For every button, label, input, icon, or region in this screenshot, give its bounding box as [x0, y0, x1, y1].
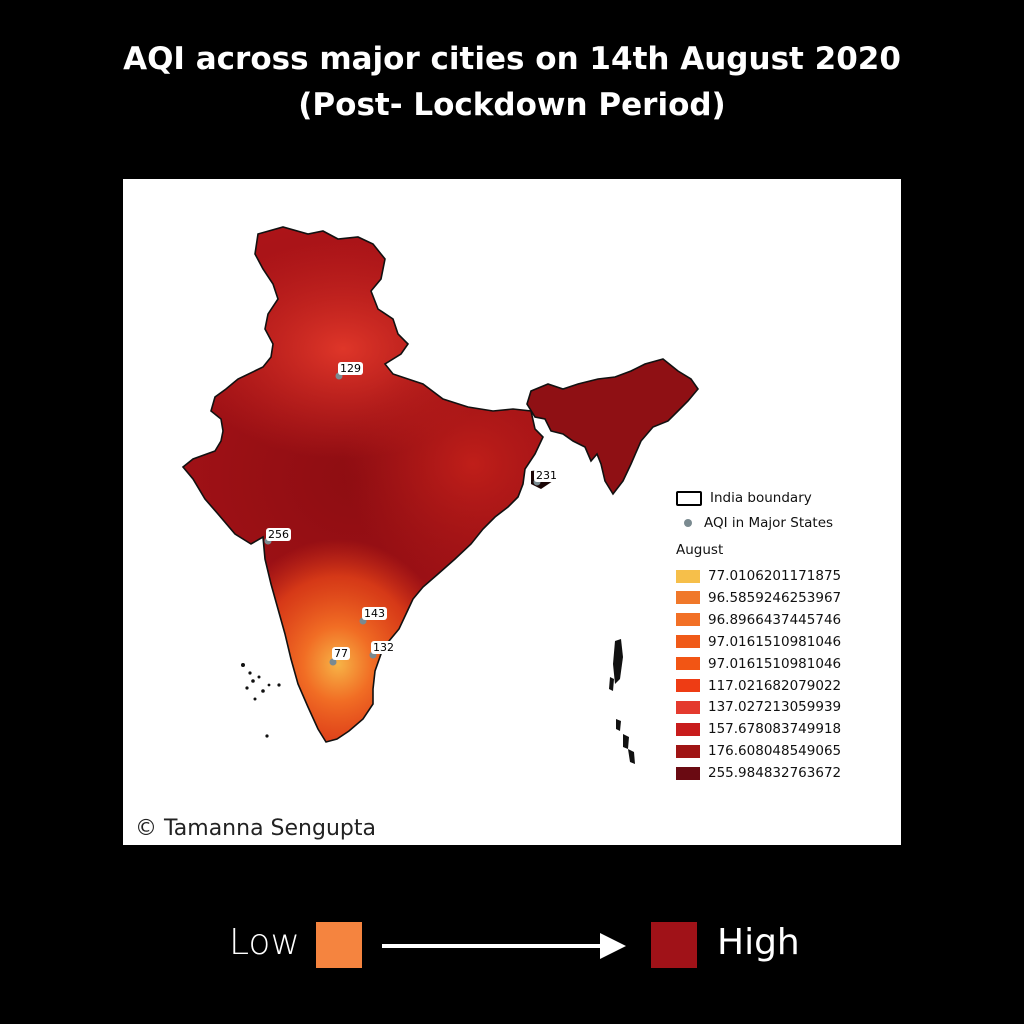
arrow-right-icon	[382, 933, 626, 959]
legend-class-swatch	[676, 700, 700, 714]
copyright-credit: © Tamanna Sengupta	[135, 816, 376, 841]
legend-class-label: 97.0161510981046	[708, 633, 842, 650]
point-dot-icon	[684, 519, 692, 527]
aqi-label-231: 231	[534, 469, 559, 482]
legend-boundary: India boundary	[676, 489, 812, 507]
legend-points: AQI in Major States	[676, 514, 833, 532]
legend-title: August	[676, 542, 724, 558]
india-map	[182, 226, 699, 764]
legend-class-item: 77.0106201171875	[676, 567, 841, 585]
andaman-nicobar-islands	[609, 639, 635, 764]
map-title-line-2: (Post- Lockdown Period)	[298, 87, 726, 123]
legend-class-label: 117.021682079022	[708, 677, 842, 694]
legend-class-item: 97.0161510981046	[676, 655, 841, 673]
city-point[interactable]	[329, 658, 337, 666]
low-high-scale: Low High	[0, 918, 1024, 978]
map-title-line-1: AQI across major cities on 14th August 2…	[123, 41, 901, 77]
aqi-label-129: 129	[338, 362, 363, 375]
legend-class-item: 137.027213059939	[676, 698, 841, 716]
boundary-swatch	[676, 490, 702, 506]
aqi-label-143: 143	[362, 607, 387, 620]
legend-class-label: 96.8966437445746	[708, 611, 842, 628]
legend-class-label: 176.608048549065	[708, 743, 842, 760]
legend-class-label: 157.678083749918	[708, 721, 842, 738]
legend-class-swatch	[676, 679, 700, 692]
legend-class-item: 96.8966437445746	[676, 611, 841, 629]
aqi-label-77: 77	[332, 647, 350, 660]
legend-class-swatch	[676, 569, 700, 583]
legend-boundary-label: India boundary	[710, 490, 812, 506]
legend-class-label: 137.027213059939	[708, 699, 842, 716]
map-panel: 129 231 256 143 132 77 India boundary AQ…	[123, 179, 901, 845]
legend-class-item: 97.0161510981046	[676, 633, 841, 651]
legend-class-label: 96.5859246253967	[708, 589, 842, 606]
legend-points-label: AQI in Major States	[704, 515, 834, 531]
legend-class-swatch	[676, 613, 700, 627]
legend-class-item: 96.5859246253967	[676, 589, 841, 607]
legend-class-label: 77.0106201171875	[708, 568, 842, 584]
scale-low-label: Low	[229, 922, 300, 963]
legend-class-item: 117.021682079022	[676, 677, 841, 695]
aqi-label-132: 132	[371, 641, 396, 654]
scale-high-label: High	[717, 922, 800, 963]
scale-low-swatch	[316, 922, 362, 968]
legend-class-item: 255.984832763672	[676, 764, 841, 782]
legend-class-swatch	[676, 744, 700, 758]
legend-class-swatch	[676, 591, 700, 605]
legend-class-item: 176.608048549065	[676, 742, 841, 760]
legend-class-label: 97.0161510981046	[708, 655, 842, 672]
legend-class-swatch	[676, 722, 700, 736]
legend-class-swatch	[676, 635, 700, 649]
legend-class-label: 255.984832763672	[708, 765, 842, 782]
legend-class-item: 157.678083749918	[676, 720, 841, 738]
legend-class-swatch	[676, 766, 700, 780]
legend-class-swatch	[676, 657, 700, 671]
aqi-label-256: 256	[266, 528, 291, 541]
scale-high-swatch	[651, 922, 697, 968]
lakshadweep-islands	[241, 663, 281, 738]
